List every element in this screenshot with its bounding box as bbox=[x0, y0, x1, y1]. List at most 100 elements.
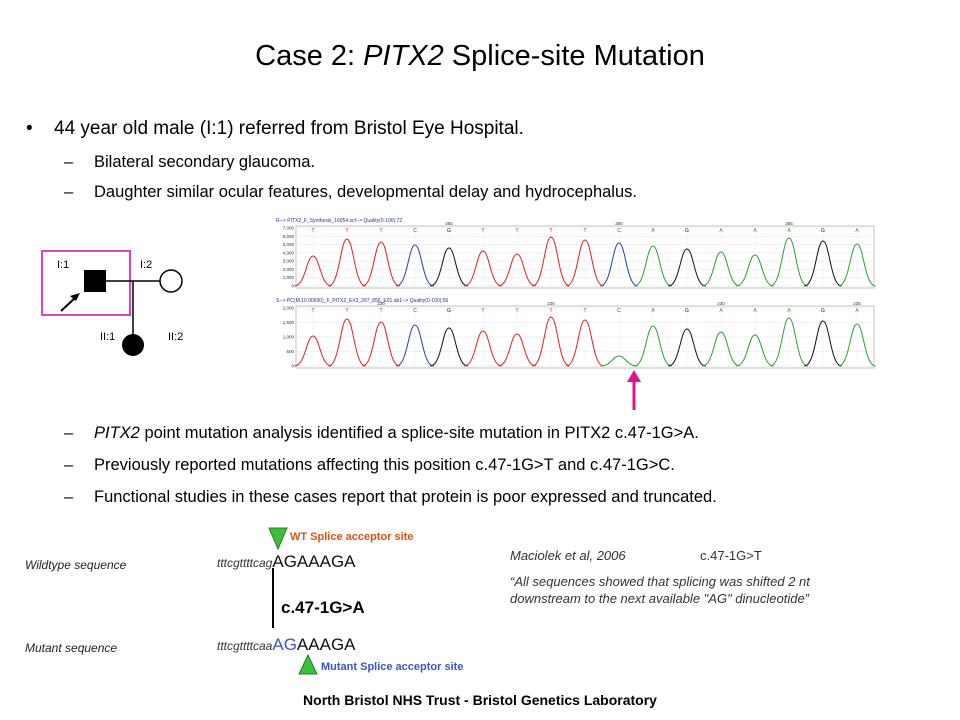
wt-splice-site-marker bbox=[268, 527, 288, 551]
bot-base-call: A bbox=[787, 308, 791, 314]
pedigree-label-ii2: II:2 bbox=[168, 331, 183, 343]
citation-quote-line-1: “All sequences showed that splicing was … bbox=[510, 574, 810, 589]
top-base-call: T bbox=[549, 228, 552, 234]
top-base-call: A bbox=[855, 228, 859, 234]
pedigree-label-ii1: II:1 bbox=[100, 331, 115, 343]
mutant-exon-seq: AAAGA bbox=[296, 635, 356, 654]
top-ytick-label: 3,000 bbox=[283, 259, 295, 264]
top-base-call: T bbox=[515, 228, 518, 234]
slide-title: Case 2: PITX2 Splice-site Mutation bbox=[0, 40, 960, 73]
sub-bullet-3: – PITX2 point mutation analysis identifie… bbox=[64, 424, 699, 442]
bot-peak bbox=[430, 327, 468, 367]
bot-base-call: T bbox=[549, 308, 552, 314]
mutation-pointer-arrow bbox=[627, 370, 641, 410]
top-base-call: T bbox=[311, 228, 314, 234]
bot-base-call: A bbox=[719, 308, 723, 314]
top-position-label: 355 bbox=[445, 221, 453, 226]
bot-base-call: G bbox=[447, 308, 451, 314]
bullet-dot: • bbox=[26, 118, 33, 139]
top-peak bbox=[498, 253, 536, 287]
sub-bullet-3-text: point mutation analysis identified a spl… bbox=[139, 424, 699, 442]
mutant-ag-dinucleotide: AG bbox=[272, 635, 297, 654]
wildtype-exon-seq: AGAAAGA bbox=[272, 552, 356, 571]
bot-ytick-label: 500 bbox=[286, 349, 294, 354]
bot-peak bbox=[362, 321, 400, 367]
top-ytick-label: 1,000 bbox=[283, 275, 295, 280]
wildtype-intron-seq: tttcgttttcag bbox=[217, 556, 273, 570]
sub-bullet-2: – Daughter similar ocular features, devel… bbox=[64, 183, 637, 201]
top-peak bbox=[600, 242, 638, 287]
bot-peak bbox=[566, 319, 604, 367]
top-peak bbox=[532, 236, 570, 287]
mutant-splice-site-marker bbox=[298, 654, 318, 675]
top-base-call: C bbox=[617, 228, 621, 234]
top-ytick-label: 5,000 bbox=[283, 242, 295, 247]
bot-base-call: A bbox=[855, 308, 859, 314]
bot-peak bbox=[736, 334, 774, 367]
affected-female-symbol bbox=[122, 334, 144, 356]
bot-position-label: 235 bbox=[853, 301, 861, 306]
sub-bullet-1: – Bilateral secondary glaucoma. bbox=[64, 153, 316, 171]
mutation-notation: c.47-1G>A bbox=[281, 598, 365, 617]
title-suffix: Splice-site Mutation bbox=[443, 40, 705, 72]
sub-bullet-1-text: Bilateral secondary glaucoma. bbox=[94, 153, 316, 171]
bot-ytick-label: 1,500 bbox=[283, 320, 295, 325]
sub-bullet-4: – Previously reported mutations affecting… bbox=[64, 456, 675, 474]
top-base-call: A bbox=[753, 228, 757, 234]
mutant-sequence-label: Mutant sequence bbox=[25, 641, 118, 655]
proband-arrowhead bbox=[70, 293, 80, 301]
bullet-main: • 44 year old male (I:1) referred from Br… bbox=[26, 118, 524, 140]
sub-bullet-3-gene: PITX2 bbox=[94, 424, 140, 442]
top-peak bbox=[362, 241, 400, 287]
top-peak bbox=[702, 251, 740, 287]
top-base-call: C bbox=[413, 228, 417, 234]
wildtype-sequence: tttcgttttcagAGAAAGA bbox=[217, 552, 356, 572]
mutant-intron-seq: tttcgttttcaa bbox=[217, 639, 273, 653]
top-base-call: T bbox=[379, 228, 382, 234]
top-position-label: 360 bbox=[615, 221, 623, 226]
top-base-call: G bbox=[685, 228, 689, 234]
footer-lab-name: North Bristol NHS Trust - Bristol Geneti… bbox=[303, 692, 657, 708]
top-peak bbox=[668, 248, 706, 287]
top-ytick-label: 7,000 bbox=[283, 226, 295, 231]
top-peak bbox=[634, 245, 672, 287]
bot-base-call: G bbox=[821, 308, 825, 314]
top-ytick-label: 6,000 bbox=[283, 234, 295, 239]
unaffected-female-symbol bbox=[159, 269, 183, 293]
top-panel-header: R--> PITX2_F_Synthesis_16054.scf--> Qual… bbox=[276, 218, 402, 224]
top-position-label: 365 bbox=[785, 221, 793, 226]
top-base-call: G bbox=[821, 228, 825, 234]
citation-reference: Maciolek et al, 2006 bbox=[510, 548, 626, 563]
bot-ytick-label: 0 bbox=[291, 364, 294, 369]
chromatogram-bottom-panel: S--> PC(M.10.00690)_F_PITX2_EX3_267_856_… bbox=[276, 298, 876, 369]
top-base-call: T bbox=[583, 228, 586, 234]
chromatogram-top-panel: R--> PITX2_F_Synthesis_16054.scf--> Qual… bbox=[276, 218, 876, 289]
top-base-call: A bbox=[787, 228, 791, 234]
bot-base-call: T bbox=[311, 308, 314, 314]
top-ytick-label: 2,000 bbox=[283, 267, 295, 272]
top-peak bbox=[396, 244, 434, 287]
top-peak bbox=[464, 250, 502, 287]
sub-bullet-4-text: Previously reported mutations affecting … bbox=[94, 456, 675, 474]
bot-peak bbox=[498, 333, 536, 367]
bot-base-call: A bbox=[651, 308, 655, 314]
bot-base-call: T bbox=[481, 308, 484, 314]
bot-peak bbox=[770, 317, 808, 367]
wt-splice-site-label: WT Splice acceptor site bbox=[290, 531, 414, 543]
bot-peak bbox=[702, 331, 740, 367]
bot-base-call: T bbox=[379, 308, 382, 314]
top-ytick-label: 4,000 bbox=[283, 250, 295, 255]
bot-peak bbox=[804, 320, 842, 367]
bot-base-call: C bbox=[617, 308, 621, 314]
wildtype-sequence-label: Wildtype sequence bbox=[25, 558, 127, 572]
bot-position-label: 220 bbox=[377, 301, 385, 306]
sequence-chromatogram: R--> PITX2_F_Synthesis_16054.scf--> Qual… bbox=[272, 214, 878, 374]
bot-peak bbox=[532, 316, 570, 367]
bot-base-call: G bbox=[685, 308, 689, 314]
top-peak bbox=[430, 247, 468, 287]
sub-bullet-5: – Functional studies in these cases repor… bbox=[64, 488, 717, 506]
bot-peak bbox=[396, 324, 434, 367]
top-ytick-label: 0 bbox=[291, 284, 294, 289]
affected-male-symbol bbox=[84, 270, 106, 292]
bot-peak bbox=[294, 335, 332, 367]
